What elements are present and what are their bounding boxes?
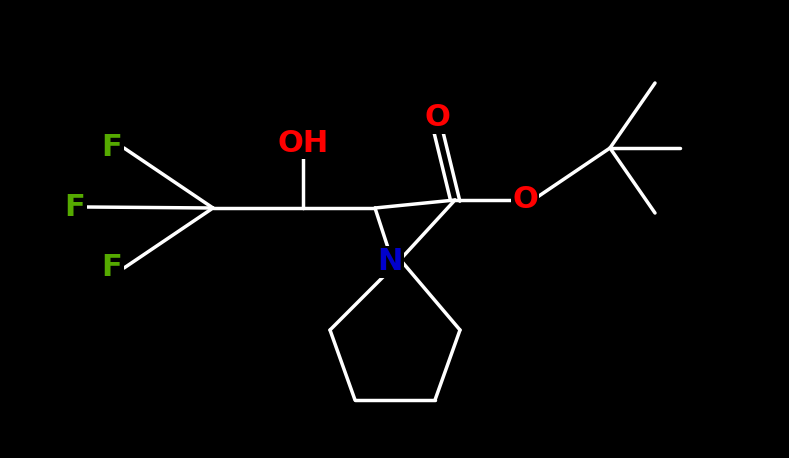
Text: F: F xyxy=(65,192,85,222)
Text: O: O xyxy=(424,104,450,132)
Text: O: O xyxy=(512,185,538,214)
Text: F: F xyxy=(102,253,122,283)
Text: N: N xyxy=(377,247,402,277)
Text: F: F xyxy=(102,133,122,163)
Text: OH: OH xyxy=(278,129,329,158)
